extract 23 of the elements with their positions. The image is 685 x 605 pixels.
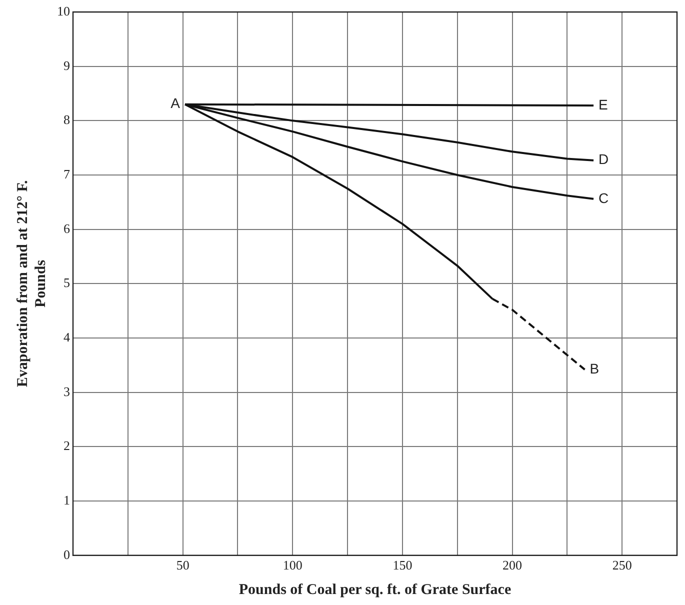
y-tick-label: 5 — [64, 275, 70, 290]
annotation: C — [598, 190, 609, 206]
x-tick-label: 50 — [176, 558, 190, 573]
y-tick-label: 4 — [64, 329, 70, 344]
annotation: D — [598, 151, 609, 168]
y-tick-label: 7 — [64, 166, 70, 182]
x-axis-title: Pounds of Coal per sq. ft. of Grate Surface — [238, 582, 512, 598]
y-tick-label: 1 — [64, 492, 70, 508]
x-tick-label: 150 — [392, 558, 412, 573]
y-tick-label: 8 — [64, 112, 70, 128]
x-tick-label: 200 — [502, 558, 522, 573]
annotation: E — [598, 96, 608, 112]
y-axis-title: Evaporation from and at 212° F. Pounds — [14, 180, 49, 388]
annotation: A — [170, 95, 181, 112]
y-tick-label: 3 — [64, 384, 70, 399]
annotation: B — [590, 360, 600, 376]
x-tick-label: 250 — [612, 558, 632, 573]
x-tick-label: 100 — [282, 558, 302, 573]
y-tick-label: 10 — [57, 3, 70, 18]
y-tick-label: 9 — [64, 58, 70, 73]
y-tick-label: 6 — [64, 220, 70, 236]
y-tick-label: 2 — [64, 438, 70, 454]
y-tick-label: 0 — [64, 546, 70, 562]
